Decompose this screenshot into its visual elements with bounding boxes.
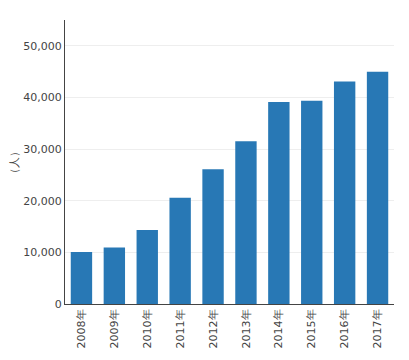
svg-text:2014年: 2014年 [272, 309, 285, 348]
svg-text:2017年: 2017年 [371, 309, 384, 348]
svg-text:2013年: 2013年 [240, 309, 253, 348]
svg-text:10,000: 10,000 [23, 246, 62, 259]
svg-text:2008年: 2008年 [75, 309, 88, 348]
svg-text:2009年: 2009年 [108, 309, 121, 348]
svg-text:40,000: 40,000 [23, 91, 62, 104]
svg-text:30,000: 30,000 [23, 143, 62, 156]
svg-text:50,000: 50,000 [23, 40, 62, 53]
svg-text:2012年: 2012年 [207, 309, 220, 348]
svg-text:20,000: 20,000 [23, 195, 62, 208]
svg-text:（人）: （人） [8, 146, 21, 179]
svg-text:0: 0 [55, 298, 62, 311]
svg-text:2011年: 2011年 [174, 309, 187, 348]
svg-text:2010年: 2010年 [141, 309, 154, 348]
svg-text:2016年: 2016年 [338, 309, 351, 348]
svg-text:2015年: 2015年 [305, 309, 318, 348]
